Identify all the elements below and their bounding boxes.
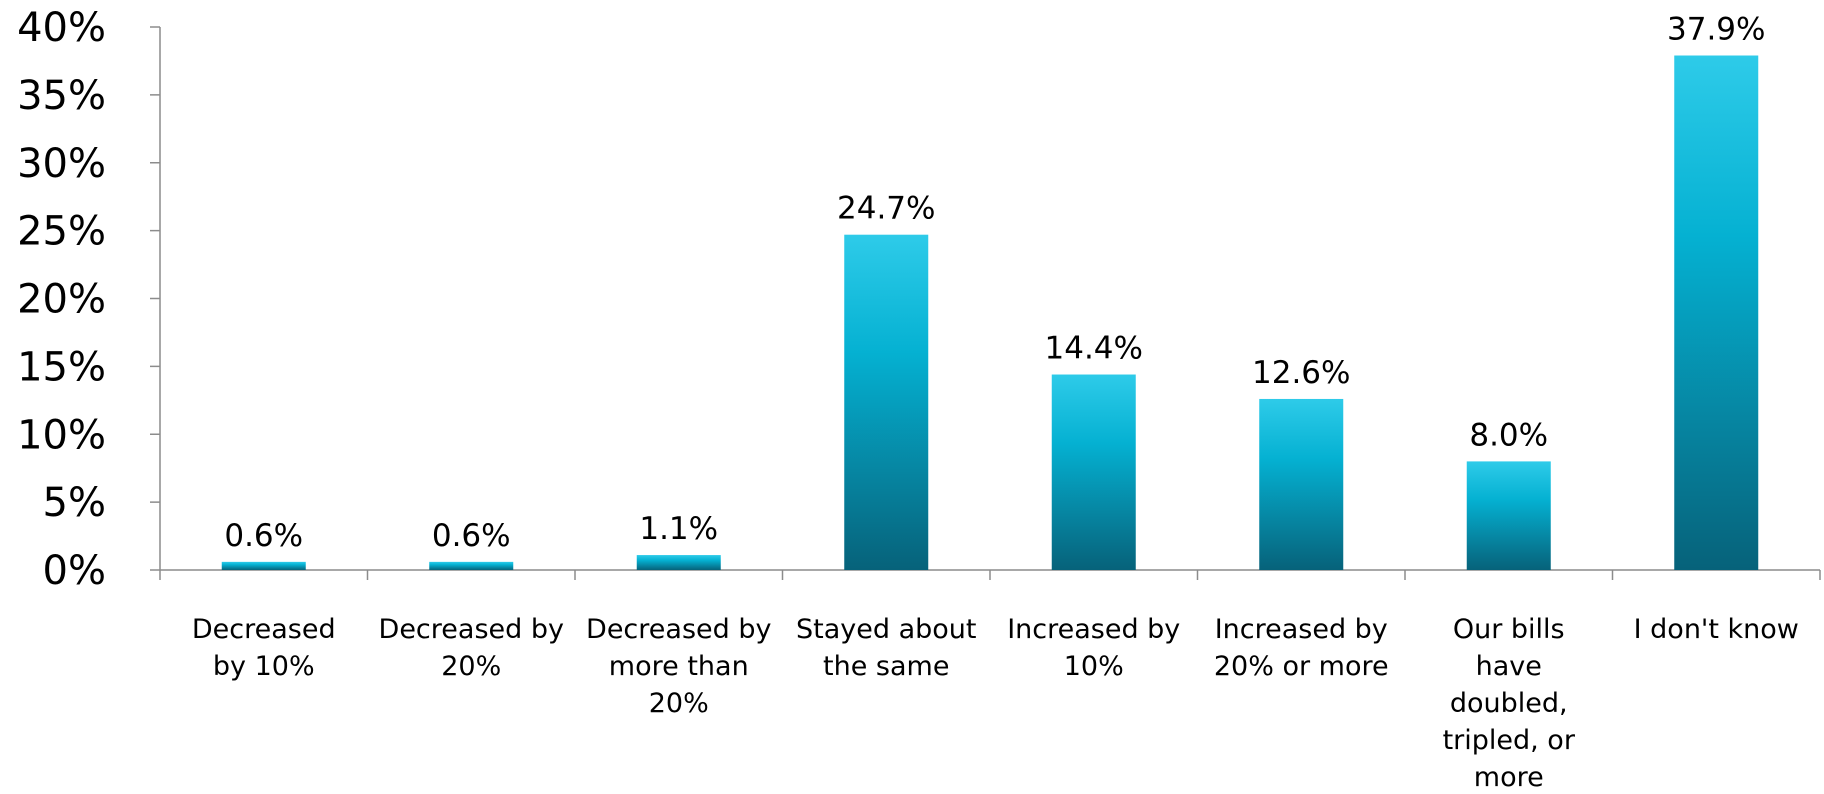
category-labels: Decreased by 10% Decreased by 20% Decreased …	[192, 614, 1799, 793]
category-label: Stayed about the same	[796, 614, 976, 682]
data-label: 24.7%	[837, 191, 935, 227]
category-label: Increased by 10%	[1007, 614, 1180, 682]
data-label: 8.0%	[1469, 417, 1548, 453]
bar	[636, 555, 721, 570]
bar	[1259, 398, 1344, 570]
bar	[1051, 374, 1136, 570]
bars	[221, 55, 1759, 570]
data-label: 0.6%	[432, 518, 511, 554]
y-tick-label: 15%	[17, 344, 106, 390]
y-tick-label: 5%	[43, 480, 106, 526]
bar	[844, 234, 929, 570]
bar	[1466, 461, 1551, 570]
data-label: 37.9%	[1667, 12, 1765, 48]
y-tick-label: 30%	[17, 141, 106, 187]
data-label: 0.6%	[224, 518, 303, 554]
bar	[1674, 55, 1759, 570]
y-tick-label: 35%	[17, 73, 106, 119]
category-label: Decreased by more than 20%	[586, 614, 771, 719]
category-label: Our bills have doubled, tripled, or more	[1443, 614, 1576, 793]
x-axis	[159, 569, 1821, 580]
y-tick-label: 25%	[17, 209, 106, 255]
data-label: 1.1%	[639, 511, 718, 547]
y-tick-label: 20%	[17, 277, 106, 323]
category-label: Decreased by 10%	[192, 614, 336, 682]
category-label: Increased by 20% or more	[1214, 614, 1389, 682]
y-tick-label: 0%	[43, 548, 106, 594]
bar	[221, 561, 306, 570]
category-label: Decreased by 20%	[379, 614, 564, 682]
data-label: 12.6%	[1252, 355, 1350, 391]
bar	[429, 561, 514, 570]
y-tick-label: 10%	[17, 412, 106, 458]
y-tick-label: 40%	[17, 5, 106, 51]
data-label: 14.4%	[1045, 331, 1143, 367]
category-label: I don't know	[1634, 614, 1799, 645]
y-axis: 0% 5% 10% 15% 20% 25% 30% 35% 40%	[17, 5, 161, 594]
data-labels: 0.6% 0.6% 1.1% 24.7% 14.4% 12.6% 8.0% 37.9%	[224, 12, 1765, 554]
